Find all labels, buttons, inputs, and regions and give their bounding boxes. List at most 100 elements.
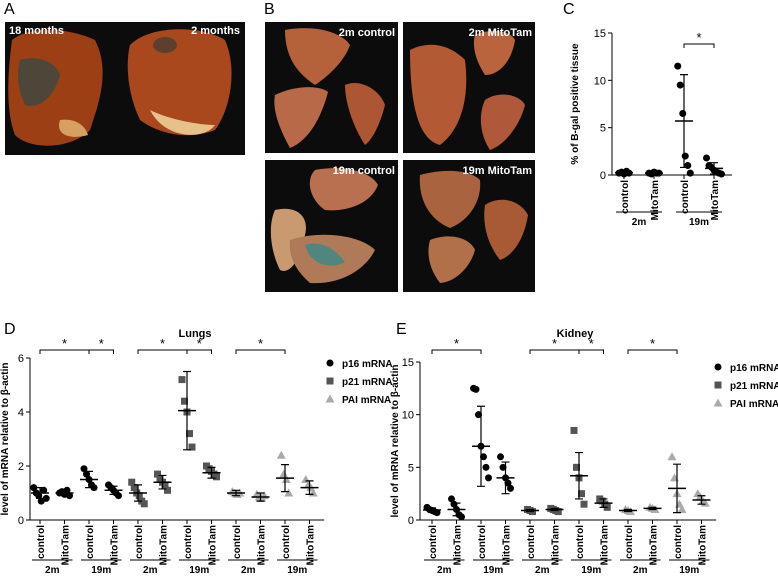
x-tick-label: MitoTam xyxy=(208,525,219,565)
x-tick-label: control xyxy=(575,525,586,559)
error-bar xyxy=(109,485,118,495)
data-point xyxy=(30,484,38,492)
data-point xyxy=(276,450,286,459)
data-point xyxy=(164,486,171,494)
error-bar xyxy=(477,405,485,487)
significance-label: * xyxy=(62,336,67,351)
x-tick-label: control xyxy=(526,525,537,559)
group-label: 2m xyxy=(535,565,550,576)
x-tick-label: MitoTam xyxy=(650,180,661,220)
error-bar xyxy=(680,74,688,169)
data-point xyxy=(448,495,455,503)
data-point xyxy=(281,475,291,483)
data-point xyxy=(677,504,687,513)
data-point xyxy=(326,377,334,385)
data-point xyxy=(482,463,490,471)
data-point xyxy=(284,488,294,497)
group-label: 2m xyxy=(633,565,648,576)
data-point xyxy=(213,473,220,481)
photo-a xyxy=(5,22,245,155)
error-bar xyxy=(710,162,718,175)
chart-title: Lungs xyxy=(179,328,212,340)
data-point xyxy=(181,397,188,405)
data-point xyxy=(703,154,710,162)
y-tick-label: 5 xyxy=(408,462,414,474)
data-point xyxy=(718,170,725,178)
group-label: 19m xyxy=(287,565,307,576)
data-point xyxy=(480,453,487,461)
error-bar xyxy=(673,463,681,514)
x-tick-label: MitoTam xyxy=(257,525,268,565)
significance-bracket xyxy=(88,349,114,354)
legend-label: PAI mRNA xyxy=(730,399,778,410)
data-point xyxy=(499,463,507,471)
data-point xyxy=(186,430,193,438)
data-point xyxy=(90,484,98,492)
photo-label: 2m MitoTam xyxy=(469,27,533,39)
data-point xyxy=(325,394,335,403)
data-point xyxy=(475,411,482,419)
panel-letter: E xyxy=(396,321,407,338)
x-tick-label: control xyxy=(620,180,631,214)
chart-title: Kidney xyxy=(557,328,595,340)
error-bar xyxy=(36,487,44,499)
data-point xyxy=(458,513,465,521)
data-point xyxy=(714,363,722,371)
data-point xyxy=(472,385,480,393)
photo-b xyxy=(265,22,535,292)
y-axis-label: % of B-gal positive tissue xyxy=(570,43,581,165)
data-point xyxy=(679,109,687,117)
x-tick-label: MitoTam xyxy=(710,180,721,220)
x-tick-label: control xyxy=(477,525,488,559)
group-label: 2m xyxy=(241,565,256,576)
legend-label: p16 mRNA xyxy=(342,359,393,370)
error-bar xyxy=(60,489,69,497)
x-tick-label: MitoTam xyxy=(110,525,121,565)
y-axis-label: level of mRNA relative to β-actin xyxy=(0,363,11,516)
data-point xyxy=(504,479,512,487)
legend-label: p21 mRNA xyxy=(730,381,778,392)
data-point xyxy=(128,478,136,486)
group-label: 19m xyxy=(679,565,699,576)
data-point xyxy=(497,453,504,461)
x-tick-label: MitoTam xyxy=(649,525,660,565)
y-tick-label: 6 xyxy=(18,353,24,365)
error-bar xyxy=(501,461,510,495)
data-point xyxy=(570,426,578,434)
x-tick-label: control xyxy=(36,525,47,559)
panel-letter: D xyxy=(4,321,16,338)
data-point xyxy=(326,359,334,367)
x-tick-label: MitoTam xyxy=(453,525,464,565)
significance-bracket xyxy=(578,349,604,354)
significance-label: * xyxy=(160,336,165,351)
x-tick-label: control xyxy=(624,525,635,559)
data-point xyxy=(713,398,723,407)
significance-bracket xyxy=(186,349,212,354)
panel-letter: C xyxy=(563,1,575,18)
significance-bracket xyxy=(235,349,286,354)
panel-letter: A xyxy=(4,1,15,18)
data-point xyxy=(140,500,148,508)
legend-label: p16 mRNA xyxy=(730,363,778,374)
significance-label: * xyxy=(258,336,263,351)
group-label: 19m xyxy=(581,565,601,576)
significance-bracket xyxy=(683,43,715,48)
significance-bracket xyxy=(431,349,482,354)
photo-label: 19m MitoTam xyxy=(463,165,533,177)
photo-label: 2 months xyxy=(191,25,240,37)
x-tick-label: control xyxy=(183,525,194,559)
data-point xyxy=(554,508,562,516)
data-point xyxy=(686,169,694,177)
x-tick-label: control xyxy=(673,525,684,559)
photo-label: 19m control xyxy=(333,165,395,177)
x-tick-label: control xyxy=(428,525,439,559)
data-point xyxy=(83,470,90,478)
error-bar xyxy=(620,171,628,175)
data-point xyxy=(714,381,722,389)
y-tick-label: 4 xyxy=(18,407,24,419)
group-label: 2m xyxy=(143,565,158,576)
x-tick-label: control xyxy=(232,525,243,559)
photo-label: 2m control xyxy=(339,27,395,39)
x-tick-label: MitoTam xyxy=(698,525,709,565)
